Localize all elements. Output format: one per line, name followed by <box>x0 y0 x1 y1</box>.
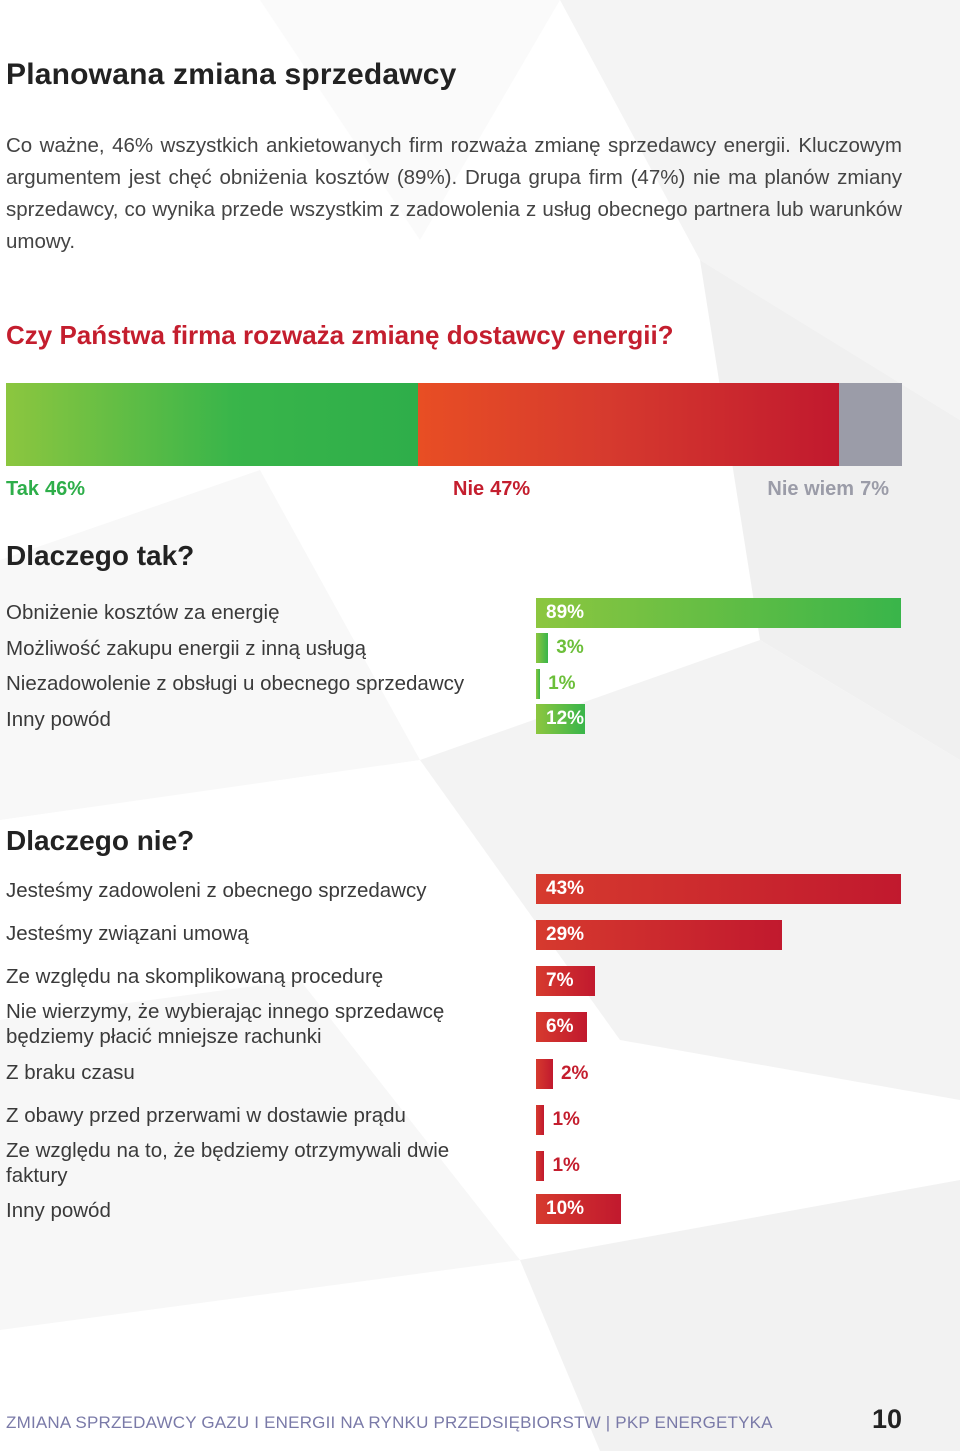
why-no-value-5: 1% <box>552 1109 580 1130</box>
page-title: Planowana zmiana sprzedawcy <box>6 58 457 91</box>
legend-tak: Tak 46% <box>6 478 85 501</box>
stacked-bar-chart <box>6 383 902 466</box>
page-number: 10 <box>871 1404 902 1434</box>
section-title-why-yes: Dlaczego tak? <box>6 540 195 571</box>
legend-nie-wiem-label: Nie wiem <box>767 478 855 500</box>
why-yes-bar-2 <box>536 669 541 699</box>
why-yes-label-2: Niezadowolenie z obsługi u obecnego sprz… <box>6 672 465 695</box>
why-no-value-6: 1% <box>552 1155 580 1176</box>
why-no-label-7: Inny powód <box>6 1199 111 1222</box>
why-yes-bar-1 <box>536 633 549 663</box>
legend-nie-label: Nie <box>453 478 485 500</box>
bar-tak <box>6 383 419 466</box>
why-yes-bar-0 <box>536 598 901 628</box>
legend-nie-wiem: Nie wiem 7% <box>767 478 889 501</box>
why-no-value-2: 7% <box>546 970 574 991</box>
why-no-bar-3 <box>536 1012 587 1042</box>
footer-text: ZMIANA SPRZEDAWCY GAZU I ENERGII NA RYNK… <box>6 1413 773 1432</box>
intro-paragraph: Co ważne, 46% wszystkich ankietowanych f… <box>6 134 902 253</box>
why-yes-bar-3 <box>536 704 586 734</box>
why-no-bar-4 <box>536 1059 553 1089</box>
why-no-value-4: 2% <box>560 1063 589 1084</box>
why-no-bar-5 <box>536 1105 545 1135</box>
why-no-value-1: 29% <box>546 924 585 945</box>
why-yes-label-1: Możliwość zakupu energii z inną usługą <box>6 637 367 660</box>
section-title-why-no: Dlaczego nie? <box>6 825 195 856</box>
legend-tak-label: Tak <box>6 478 39 500</box>
why-yes-value-1: 3% <box>556 637 584 658</box>
legend-nie: Nie 47% <box>453 478 530 501</box>
why-yes-label-3: Inny powód <box>6 708 111 731</box>
why-no-bar-2 <box>536 966 596 996</box>
survey-question: Czy Państwa firma rozważa zmianę dostawc… <box>6 320 674 350</box>
legend-nie-wiem-value: 7% <box>860 478 889 500</box>
why-yes-label-0: Obniżenie kosztów za energię <box>6 601 280 624</box>
why-no-bar-1 <box>536 920 783 950</box>
legend-nie-value: 47% <box>490 478 531 500</box>
bar-nie <box>418 383 840 466</box>
why-no-value-3: 6% <box>546 1016 574 1037</box>
why-no-label-6: Ze względu na to, że będziemy otrzymywal… <box>6 1139 450 1187</box>
why-no-bar-0 <box>536 874 901 904</box>
why-no-value-0: 43% <box>546 878 585 899</box>
why-no-bar-6 <box>536 1151 545 1181</box>
legend-tak-value: 46% <box>44 478 86 500</box>
why-no-label-0: Jesteśmy zadowoleni z obecnego sprzedawc… <box>6 879 427 902</box>
why-yes-value-3: 12% <box>546 708 585 729</box>
why-no-label-4: Z braku czasu <box>6 1061 135 1084</box>
why-no-bar-7 <box>536 1194 621 1224</box>
why-no-label-2: Ze względu na skomplikowaną procedurę <box>6 965 384 988</box>
why-no-label-3: Nie wierzymy, że wybierając innego sprze… <box>6 1000 445 1048</box>
why-yes-value-0: 89% <box>546 602 585 623</box>
why-no-label-1: Jesteśmy związani umową <box>6 922 249 945</box>
why-no-label-5: Z obawy przed przerwami w dostawie prądu <box>6 1104 406 1127</box>
bar-nie-wiem <box>839 383 902 466</box>
why-yes-value-2: 1% <box>548 673 576 694</box>
why-no-value-7: 10% <box>546 1198 585 1219</box>
